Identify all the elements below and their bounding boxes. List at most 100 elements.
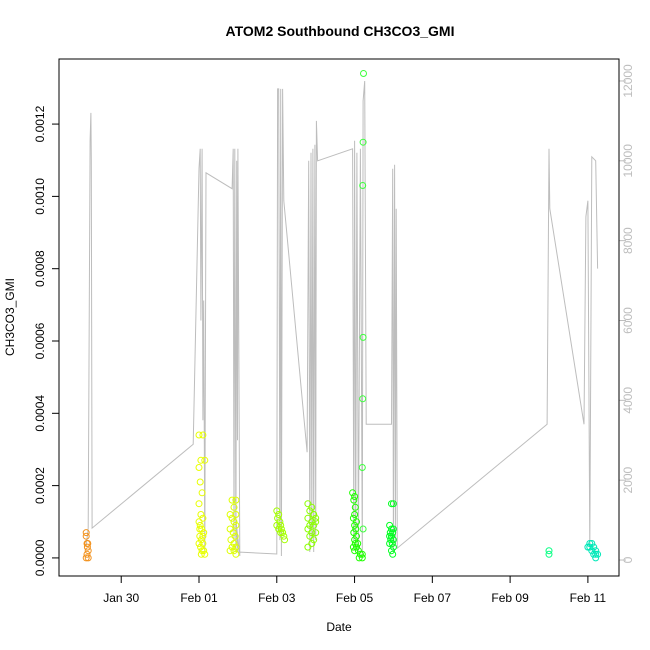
data-point xyxy=(82,554,90,562)
data-point xyxy=(197,550,205,558)
data-point xyxy=(312,514,320,522)
data-point xyxy=(355,554,363,562)
data-point xyxy=(388,540,396,547)
data-point xyxy=(200,529,208,537)
data-point xyxy=(310,511,318,518)
y2-tick-label: 10000 xyxy=(621,144,635,178)
data-point xyxy=(304,525,312,533)
data-point xyxy=(231,532,239,540)
data-point xyxy=(354,547,362,555)
y-tick-label: 0.0004 xyxy=(33,395,47,432)
data-point xyxy=(358,554,366,562)
data-point xyxy=(230,503,238,511)
data-point xyxy=(352,525,360,533)
data-point xyxy=(389,500,397,508)
data-point xyxy=(351,511,359,518)
y-tick-label: 0.0000 xyxy=(33,539,47,576)
data-point xyxy=(82,532,90,540)
data-point xyxy=(586,540,594,547)
data-point xyxy=(196,532,204,540)
data-point xyxy=(387,536,395,544)
data-point xyxy=(84,547,92,555)
y2-tick-label: 4000 xyxy=(621,387,635,414)
data-point xyxy=(275,511,283,518)
data-point xyxy=(83,543,91,551)
data-point xyxy=(349,543,357,551)
data-point xyxy=(230,540,238,547)
data-point xyxy=(197,511,205,518)
data-point xyxy=(195,540,203,547)
y-tick-label: 0.0008 xyxy=(33,250,47,287)
data-point xyxy=(351,540,359,547)
y2-tick-label: 2000 xyxy=(621,467,635,494)
data-point xyxy=(82,529,90,537)
data-point xyxy=(195,431,203,439)
data-point xyxy=(195,464,203,471)
data-point xyxy=(232,550,240,558)
data-point xyxy=(545,547,553,555)
data-point xyxy=(228,543,236,551)
data-point xyxy=(353,532,360,540)
data-point xyxy=(351,493,359,500)
x-tick-label: Jan 30 xyxy=(103,591,139,605)
data-point xyxy=(306,507,314,515)
data-point xyxy=(232,496,240,504)
altitude-layer xyxy=(85,80,599,557)
data-point xyxy=(359,333,367,341)
y-axis-label: CH3CO3_GMI xyxy=(3,278,17,356)
data-point xyxy=(351,521,359,529)
data-point xyxy=(386,540,394,547)
x-tick-label: Feb 11 xyxy=(570,591,607,605)
y-tick-label: 0.0006 xyxy=(33,322,47,359)
data-point xyxy=(389,536,397,544)
data-point xyxy=(353,518,360,526)
data-point xyxy=(359,395,367,403)
data-point xyxy=(83,540,91,547)
data-point xyxy=(228,496,236,504)
data-point xyxy=(196,525,204,533)
data-point xyxy=(353,543,360,551)
data-point xyxy=(389,543,397,551)
data-point xyxy=(281,536,289,544)
data-point xyxy=(230,547,238,555)
y-tick-label: 0.0002 xyxy=(33,467,47,504)
y-tick-label: 0.0012 xyxy=(33,105,47,142)
data-point xyxy=(312,518,320,526)
data-point xyxy=(349,489,357,497)
y-tick-label: 0.0010 xyxy=(33,178,47,215)
data-point xyxy=(201,550,209,558)
data-point xyxy=(277,529,285,537)
data-point xyxy=(351,547,359,555)
data-point xyxy=(592,550,600,558)
data-point xyxy=(308,529,316,537)
data-point xyxy=(275,525,283,533)
data-point xyxy=(83,550,91,558)
data-point xyxy=(198,525,206,533)
data-point xyxy=(273,521,281,529)
data-point xyxy=(308,518,316,526)
data-point xyxy=(350,496,358,504)
data-point xyxy=(389,550,397,558)
data-point xyxy=(360,70,367,77)
x-tick-label: Feb 07 xyxy=(414,591,452,605)
y2-tick-label: 8000 xyxy=(621,227,635,254)
x-axis-label: Date xyxy=(326,620,352,634)
data-point xyxy=(304,500,312,508)
data-point xyxy=(308,540,316,547)
data-point xyxy=(274,514,282,522)
data-point xyxy=(277,521,285,529)
data-point xyxy=(388,500,395,508)
data-point xyxy=(199,431,207,439)
data-point xyxy=(199,532,207,540)
data-point xyxy=(84,554,92,562)
data-point xyxy=(386,532,394,540)
data-point xyxy=(594,550,602,558)
data-point xyxy=(388,525,395,533)
data-point xyxy=(308,503,316,511)
data-point xyxy=(197,456,205,464)
data-point xyxy=(310,521,318,529)
data-point xyxy=(356,550,364,558)
data-point xyxy=(195,500,203,508)
data-point xyxy=(588,547,596,555)
x-tick-label: Feb 03 xyxy=(258,591,296,605)
